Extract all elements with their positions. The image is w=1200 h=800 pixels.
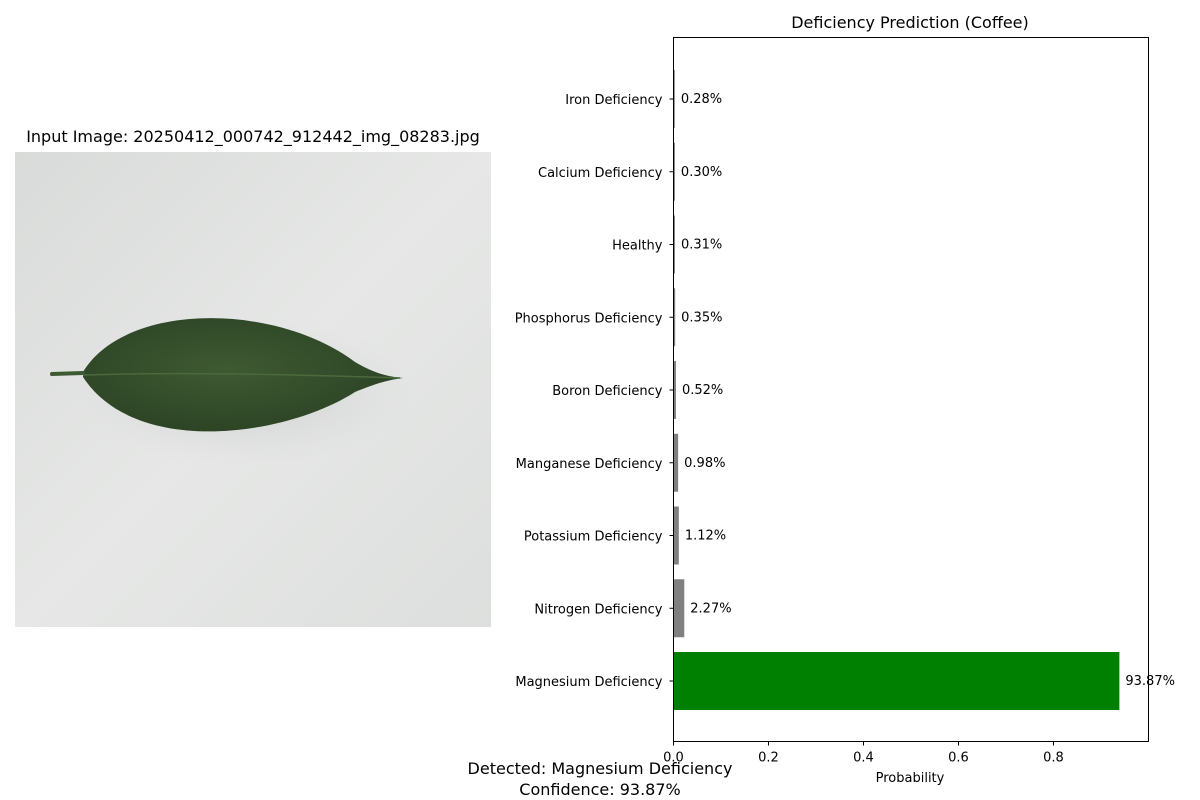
x-tick-label: 0.6: [948, 751, 969, 766]
y-tick-label: Phosphorus Deficiency: [515, 311, 663, 326]
bar-value-label: 1.12%: [685, 529, 726, 544]
y-tick-label: Nitrogen Deficiency: [534, 602, 662, 617]
bar-value-label: 0.35%: [681, 310, 722, 325]
bar-2: [673, 215, 675, 274]
image-title: Input Image: 20250412_000742_912442_img_…: [26, 127, 480, 146]
bar-0: [673, 70, 675, 128]
y-tick-label: Magnesium Deficiency: [515, 675, 662, 690]
bar-value-label: 0.31%: [681, 238, 722, 253]
bar-1: [673, 142, 675, 201]
confidence-label: Confidence: 93.87%: [519, 780, 681, 799]
bar-value-label: 0.98%: [684, 456, 725, 471]
y-tick-label: Potassium Deficiency: [524, 530, 663, 545]
detection-summary: Detected: Magnesium Deficiency Confidenc…: [400, 758, 800, 800]
bar-value-label: 0.52%: [682, 383, 723, 398]
bar-value-label: 0.28%: [681, 92, 722, 107]
bar-6: [673, 506, 679, 565]
bar-value-label: 0.30%: [681, 165, 722, 180]
x-tick-label: 0.8: [1043, 751, 1064, 766]
chart-title: Deficiency Prediction (Coffee): [791, 13, 1029, 32]
bar-value-label: 2.27%: [690, 601, 731, 616]
leaf-photo: [15, 152, 491, 627]
bar-8: [673, 652, 1120, 710]
y-tick-label: Calcium Deficiency: [538, 166, 663, 181]
bar-3: [673, 288, 676, 347]
detected-label: Detected: Magnesium Deficiency: [467, 759, 733, 778]
y-tick-label: Manganese Deficiency: [516, 457, 663, 472]
bar-4: [673, 361, 676, 419]
bar-5: [673, 433, 679, 492]
y-tick-label: Healthy: [612, 239, 663, 254]
bar-value-label: 93.87%: [1125, 674, 1175, 689]
bar-7: [673, 579, 685, 638]
x-axis-label: Probability: [876, 771, 945, 786]
x-tick-label: 0.0: [663, 751, 684, 766]
plot-frame: [673, 37, 1149, 742]
x-tick-label: 0.4: [853, 751, 874, 766]
y-tick-label: Iron Deficiency: [565, 93, 663, 108]
x-tick-label: 0.2: [758, 751, 779, 766]
y-tick-label: Boron Deficiency: [552, 384, 663, 399]
